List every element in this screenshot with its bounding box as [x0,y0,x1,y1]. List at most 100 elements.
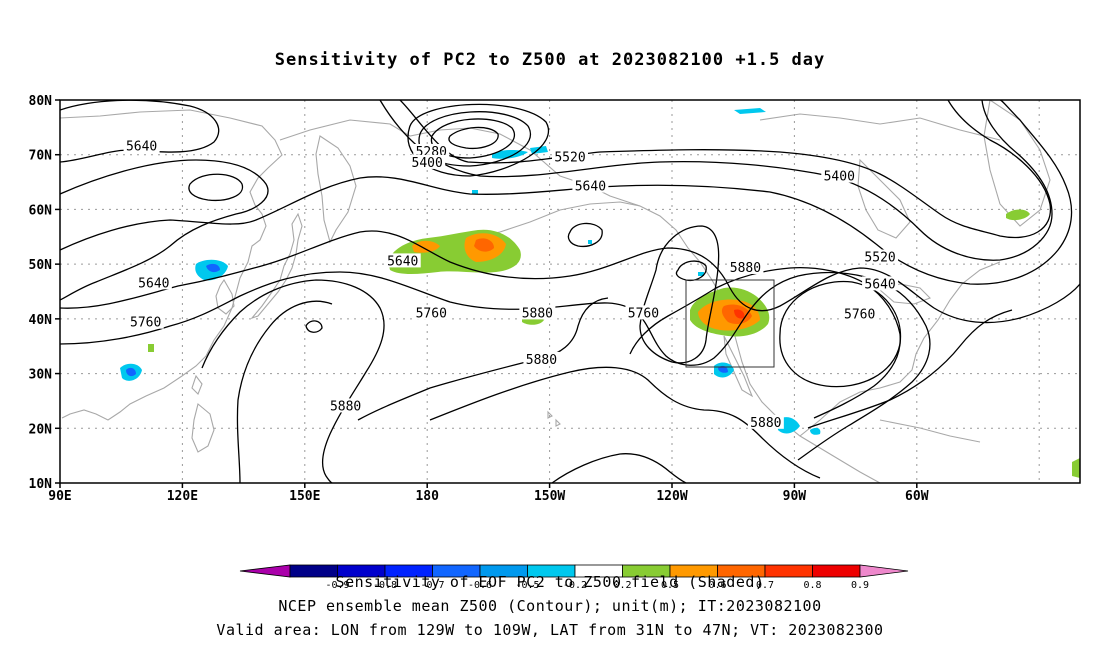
coastline-great-lakes [878,283,931,305]
colorbar-label: -0.9 [325,580,349,591]
shading-south-china-darkblue [126,367,136,377]
contour-label-5640: 5640 [384,253,421,269]
lon-label: 90W [783,489,807,504]
contour-5880-b [236,300,333,483]
svg-text:5520: 5520 [864,251,895,266]
svg-text:5760: 5760 [628,306,659,321]
lat-label: 50N [29,258,53,273]
contour-5880-a [201,279,385,483]
contour-5520 [379,100,1053,261]
shading-small-green-2 [1006,209,1030,221]
svg-text:5640: 5640 [387,254,418,269]
contour-label-5760: 5760 [413,305,450,321]
contour-label-5520: 5520 [552,149,588,165]
lat-label: 60N [29,203,53,218]
svg-text:5640: 5640 [575,179,606,194]
shading-arctic-blue-1 [492,146,548,159]
lon-label: 90E [48,489,71,504]
shading-mexico-blue [778,417,821,435]
colorbar-label: 0.2 [613,580,631,591]
contour-label-5400: 5400 [821,168,858,185]
contour-label-5880: 5880 [523,351,560,368]
contour-label-5880: 5880 [727,259,764,276]
contour-label-5880: 5880 [327,398,364,414]
contour-closed-small [305,320,323,333]
svg-text:5760: 5760 [130,316,161,331]
colorbar-label: 0.8 [803,580,821,591]
contour-ring-upper-left [60,159,269,301]
svg-text:5880: 5880 [526,353,557,368]
lat-label: 40N [29,313,53,328]
shading-arctic-blue-2 [734,108,766,114]
coastline-canada-arctic [759,113,1001,141]
plot-title: Sensitivity of PC2 to Z500 at 2023082100… [274,50,826,70]
contour-5880-d [629,266,901,419]
colorbar-label: -0.5 [515,580,539,591]
contour-label-5640: 5640 [123,138,160,155]
coastline-korea [215,278,235,315]
colorbar-label: -0.7 [420,580,444,591]
lat-label: 10N [29,477,53,492]
lat-label: 20N [29,422,53,437]
svg-text:5520: 5520 [554,150,585,165]
lon-label: 180 [415,489,439,504]
lon-label: 120W [656,489,687,504]
contour-closed-east-pacific [779,280,902,388]
coastline-asia [60,109,283,421]
contour-label-5400: 5400 [409,154,446,171]
contour-closed-pacific [567,222,603,248]
contour-5880-g [551,453,687,483]
map-frame [59,99,1081,484]
contour-5280 [448,126,499,150]
contour-5760 [60,230,1080,324]
contour-closed-upper-left [188,173,244,202]
contour-label-5640: 5640 [135,275,172,291]
coastline-baja [723,335,754,398]
z500-contours [60,100,1080,483]
coastline-caribbean [879,419,981,443]
svg-text:5640: 5640 [138,276,169,291]
coastline-greenland [983,100,1051,227]
shading-east-china-darkblue [206,263,220,273]
contour-5400-long [399,100,1052,239]
sensitivity-shading [120,108,1080,478]
contour-5880-e [429,366,821,479]
contour-label-5520: 5520 [862,249,899,266]
colorbar-high-triangle [859,564,909,578]
contour-label-5760: 5760 [127,314,164,331]
caption-shaded: Sensitivity of EOF PC2 to Z500 field (Sh… [335,573,765,591]
svg-text:5880: 5880 [730,261,761,276]
shading-small-green-4 [1072,458,1080,478]
colorbar-label: -0.2 [563,580,587,591]
contour-5880-f [807,309,1013,429]
shading-west-coast-deep-red [734,309,745,319]
coastline-hudson [857,158,911,239]
contour-closed-alaska-low [675,260,707,282]
coastline-aleutians [469,201,641,239]
colorbar-label: -0.6 [468,580,492,591]
contour-5640-b [60,100,1073,285]
caption-valid-area: Valid area: LON from 129W to 109W, LAT f… [216,621,884,639]
svg-text:5640: 5640 [126,140,157,155]
coastline-japan [250,212,303,320]
svg-text:5760: 5760 [416,306,447,321]
lat-label: 70N [29,149,53,164]
shading-pacific-red [474,238,494,252]
coastline-siberia-arctic [279,119,471,141]
contour-label-5880: 5880 [747,414,784,431]
contour-label-5760: 5760 [841,306,878,322]
colorbar-label: 0.9 [851,580,869,591]
contour-label-5640: 5640 [572,178,609,194]
colorbar: -0.9 -0.8 -0.7 -0.6 -0.5 -0.2 0.2 0.5 0.6 0.7 0.8 0… [239,564,909,591]
contour-5760-b [60,271,931,461]
svg-text:5760: 5760 [844,307,875,322]
lon-label: 150E [289,489,320,504]
colorbar-label: 0.7 [756,580,774,591]
colorbar-label: -0.8 [373,580,397,591]
coastline-hawaii [547,410,561,427]
contour-5880-c [357,297,609,421]
contour-label-5760: 5760 [625,305,662,321]
valid-area-box [685,279,775,368]
lon-label: 60W [905,489,929,504]
